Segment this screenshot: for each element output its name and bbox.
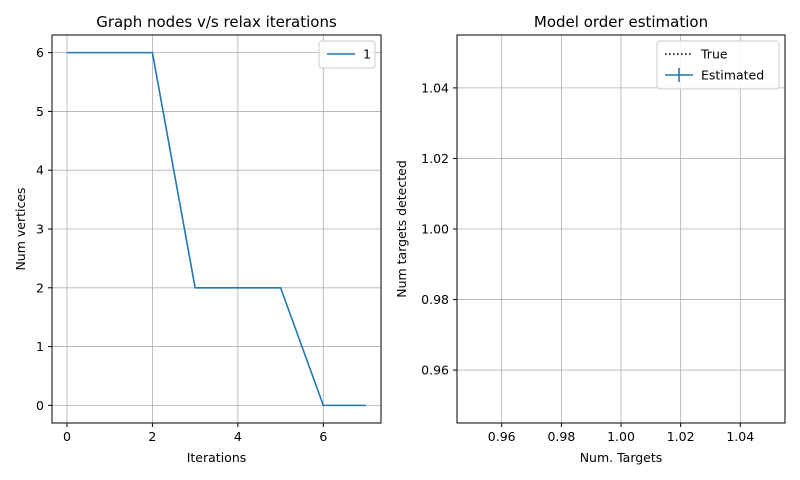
series-layer bbox=[66, 51, 367, 407]
y-tick-label: 1.00 bbox=[421, 222, 449, 237]
x-tick-label: 0.98 bbox=[547, 429, 575, 444]
grid bbox=[457, 35, 785, 423]
x-axis-label: Iterations bbox=[187, 450, 247, 465]
y-axis-label: Num targets detected bbox=[394, 160, 409, 298]
y-tick-label: 3 bbox=[36, 222, 44, 237]
x-tick-label: 1.00 bbox=[607, 429, 635, 444]
legend: True Estimated bbox=[656, 40, 780, 90]
x-tick-label: 1.02 bbox=[667, 429, 695, 444]
legend-label: True bbox=[700, 47, 728, 62]
y-tick-label: 5 bbox=[36, 104, 44, 119]
y-tick-label: 2 bbox=[36, 280, 44, 295]
x-tick-label: 0 bbox=[63, 429, 71, 444]
chart-graph-nodes: 0 2 4 6 0 1 2 3 4 5 6 Graph nodes v/s relax iterat… bbox=[13, 13, 382, 465]
x-tick-label: 6 bbox=[319, 429, 327, 444]
ticks: 0.96 0.98 1.00 1.02 1.04 0.96 0.98 1.00 1.02 1.04 bbox=[421, 80, 754, 444]
chart-model-order: 0.96 0.98 1.00 1.02 1.04 0.96 0.98 1.00 1.02 1.04… bbox=[394, 13, 786, 465]
legend: 1 bbox=[318, 40, 376, 69]
chart-title: Model order estimation bbox=[534, 13, 708, 31]
x-tick-label: 0.96 bbox=[488, 429, 516, 444]
x-tick-label: 4 bbox=[234, 429, 242, 444]
y-tick-label: 4 bbox=[36, 163, 44, 178]
x-axis-label: Num. Targets bbox=[580, 450, 663, 465]
y-axis-label: Num vertices bbox=[13, 187, 28, 270]
legend-label: 1 bbox=[363, 47, 371, 62]
y-tick-label: 1.02 bbox=[421, 151, 449, 166]
y-tick-label: 0.98 bbox=[421, 292, 449, 307]
series-line bbox=[66, 51, 367, 407]
x-tick-label: 2 bbox=[148, 429, 156, 444]
x-tick-label: 1.04 bbox=[726, 429, 754, 444]
legend-box bbox=[656, 40, 780, 90]
y-tick-label: 1.04 bbox=[421, 80, 449, 95]
chart-title: Graph nodes v/s relax iterations bbox=[96, 13, 337, 31]
y-tick-label: 0 bbox=[36, 398, 44, 413]
y-tick-label: 0.96 bbox=[421, 363, 449, 378]
grid bbox=[52, 35, 381, 423]
y-tick-label: 1 bbox=[36, 339, 44, 354]
y-tick-label: 6 bbox=[36, 45, 44, 60]
legend-label: Estimated bbox=[701, 68, 764, 83]
ticks: 0 2 4 6 0 1 2 3 4 5 6 bbox=[36, 45, 327, 444]
